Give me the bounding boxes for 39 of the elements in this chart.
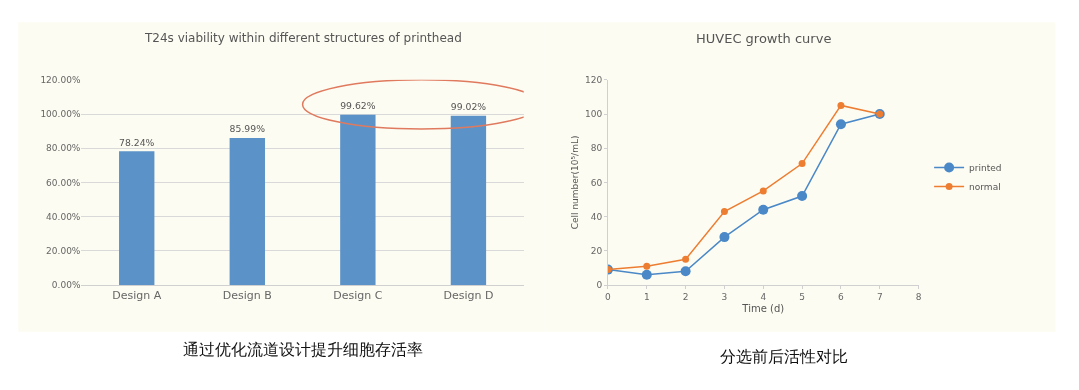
data-label: 85.99% — [229, 123, 266, 135]
data-label: 78.24% — [119, 136, 155, 148]
y-tick-label: 100 — [584, 109, 603, 120]
y-tick-label: 80.00% — [46, 143, 81, 154]
y-tick-label: 80 — [590, 143, 603, 154]
y-tick-label: 20 — [590, 245, 603, 256]
x-tick-label: 1 — [643, 291, 650, 302]
x-axis-title: Time (d) — [741, 303, 785, 315]
y-tick-label: 120.00% — [40, 74, 81, 85]
x-tick-label: 0 — [605, 291, 612, 302]
chart-title: T24s viability within different structures of printhead — [144, 31, 462, 45]
y-tick-label: 20.00% — [46, 245, 81, 256]
text: 通过优化流道设计提升细胞存活率 — [183, 340, 423, 359]
x-tick-label: 4 — [760, 291, 767, 302]
x-tick-label: 8 — [915, 291, 922, 302]
x-tick-label: 2 — [682, 291, 689, 302]
x-tick-label: Design C — [333, 289, 383, 303]
x-tick-label: Design B — [222, 289, 272, 303]
y-tick-label: 120 — [584, 74, 603, 85]
x-tick-label: 3 — [721, 291, 728, 302]
x-tick-label: 5 — [799, 291, 805, 302]
y-axis-title: Cell number(10⁵/mL) — [570, 135, 581, 230]
x-tick-label: Design A — [112, 289, 162, 303]
data-label: 99.62% — [340, 100, 376, 112]
y-tick-label: 0 — [596, 280, 603, 291]
chart-title: HUVEC growth curve — [696, 31, 832, 46]
data-label: 99.02% — [450, 101, 487, 113]
y-tick-label: 40 — [590, 211, 603, 222]
y-tick-label: 40.00% — [46, 211, 81, 222]
x-tick-label: 6 — [838, 291, 845, 302]
y-tick-label: 60 — [590, 177, 603, 188]
legend-label: normal — [969, 182, 1001, 193]
legend-label: printed — [969, 163, 1002, 174]
y-tick-label: 0.00% — [51, 280, 81, 291]
text: 分选前后活性对比 — [720, 347, 848, 366]
y-tick-label: 60.00% — [46, 177, 81, 188]
y-tick-label: 100.00% — [40, 109, 81, 120]
x-tick-label: Design D — [443, 289, 494, 303]
x-tick-label: 7 — [876, 291, 883, 302]
